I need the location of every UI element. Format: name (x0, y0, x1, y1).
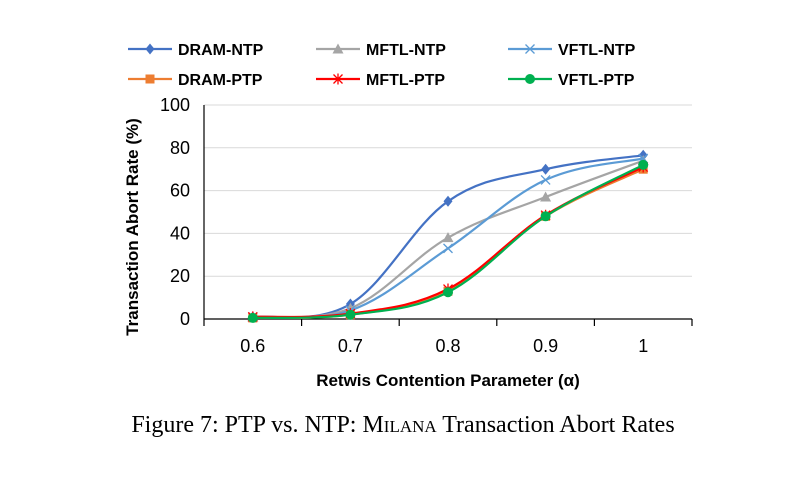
data-point (145, 43, 155, 55)
data-point (540, 174, 551, 185)
data-point (442, 232, 454, 243)
data-point (332, 43, 344, 54)
legend-label: DRAM-NTP (178, 42, 264, 59)
legend-label: DRAM-PTP (178, 72, 263, 89)
data-point (540, 211, 551, 222)
x-tick-label: 0.9 (533, 336, 558, 356)
y-axis-ticks: 0 20 40 60 80 100 (160, 95, 190, 329)
x-tick-label: 1 (638, 336, 648, 356)
caption-system-name: Milana (362, 412, 437, 438)
x-tick-label: 0.8 (435, 336, 460, 356)
gridlines (204, 104, 692, 277)
data-point (345, 309, 356, 320)
y-tick-label: 0 (180, 309, 190, 329)
x-tick-label: 0.7 (338, 336, 363, 356)
y-tick-label: 20 (170, 266, 190, 286)
caption-suffix: Transaction Abort Rates (436, 412, 675, 438)
y-axis-title: Transaction Abort Rate (%) (123, 118, 142, 336)
abort-rate-chart: 0 20 40 60 80 100 0.6 0.7 0.8 0.9 1 DRAM-NTP MFTL-… (123, 42, 693, 390)
data-point (247, 312, 258, 323)
data-point (145, 74, 155, 84)
y-tick-label: 80 (170, 138, 190, 158)
data-point (638, 159, 649, 170)
data-point (443, 243, 453, 254)
x-axis-title: Retwis Contention Parameter (α) (316, 371, 580, 390)
legend-label: MFTL-NTP (366, 42, 446, 59)
data-point (540, 191, 552, 202)
figure-caption: Figure 7: PTP vs. NTP: Milana Transactio… (0, 412, 806, 439)
data-point (443, 195, 453, 207)
x-axis-ticks: 0.6 0.7 0.8 0.9 1 (240, 336, 648, 356)
legend-label: VFTL-PTP (558, 72, 635, 89)
y-tick-label: 60 (170, 181, 190, 201)
legend: DRAM-NTP MFTL-NTP VFTL-NTP DRAM-PTP MFTL-PTP… (128, 42, 636, 89)
y-tick-label: 100 (160, 95, 190, 115)
legend-label: VFTL-NTP (558, 42, 636, 59)
data-point (333, 73, 343, 85)
caption-prefix: Figure 7: PTP vs. NTP: (131, 412, 363, 438)
series-lines (247, 149, 649, 323)
legend-label: MFTL-PTP (366, 72, 445, 89)
data-point (443, 287, 453, 298)
x-tick-label: 0.6 (240, 336, 265, 356)
data-point (525, 44, 535, 54)
data-point (525, 74, 535, 84)
data-point (541, 163, 551, 175)
y-tick-label: 40 (170, 223, 190, 243)
